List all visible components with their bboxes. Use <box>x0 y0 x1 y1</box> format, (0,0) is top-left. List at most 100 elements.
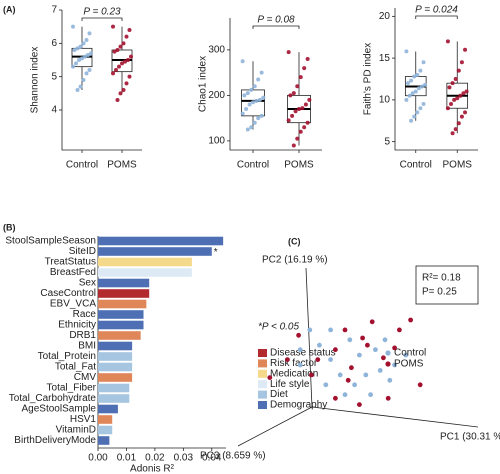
bar <box>98 362 133 372</box>
point <box>368 392 373 398</box>
category-label: SiteID <box>69 246 96 257</box>
point <box>456 121 461 126</box>
point <box>81 78 86 82</box>
x-tick-label: POMS <box>107 160 137 171</box>
legend-label: POMS <box>394 359 424 370</box>
point <box>412 114 417 119</box>
category-label: CMV <box>74 372 97 383</box>
point <box>74 61 78 66</box>
point <box>302 66 307 71</box>
point <box>240 111 245 116</box>
point <box>421 102 426 107</box>
legend-label: Medication <box>270 368 318 379</box>
bracket <box>81 17 123 21</box>
legend-marker <box>385 361 391 367</box>
point <box>409 78 414 83</box>
point <box>242 93 247 98</box>
point <box>254 98 259 103</box>
x-tick-label: 0.04 <box>202 453 222 464</box>
bar <box>98 268 192 277</box>
point <box>288 93 293 98</box>
y-axis-label: Faith's PD index <box>363 43 374 116</box>
point <box>124 34 129 39</box>
point <box>84 71 89 76</box>
point <box>256 116 261 121</box>
point <box>240 59 245 64</box>
point <box>114 68 118 72</box>
point <box>415 110 420 115</box>
y-tick-label: 5 <box>51 71 57 82</box>
x-tick-label: 0.03 <box>174 453 194 464</box>
point <box>387 377 393 383</box>
point <box>385 395 391 401</box>
point <box>291 143 296 148</box>
point <box>121 88 126 92</box>
point <box>89 51 93 56</box>
point <box>290 113 295 118</box>
point <box>456 68 461 73</box>
category-label: Total_Fiber <box>47 383 97 394</box>
point <box>417 382 423 388</box>
legend-swatch <box>258 349 267 357</box>
p-value: P = 0.024 <box>415 5 458 16</box>
point <box>392 362 397 368</box>
y-tick-label: 4 <box>51 105 57 116</box>
point <box>298 75 303 80</box>
point <box>259 70 264 75</box>
axis-line <box>61 10 142 151</box>
category-label: HSV1 <box>70 414 97 425</box>
point <box>286 50 291 55</box>
legend-label: Risk factor <box>270 358 318 369</box>
y-tick-label: 200 <box>208 90 225 101</box>
axis-pc1 <box>311 406 479 428</box>
point <box>303 102 308 107</box>
legend-label: Disease status <box>270 348 336 359</box>
point <box>419 84 424 89</box>
point <box>127 28 132 32</box>
bar <box>98 415 113 424</box>
category-label: EBV_VCA <box>50 299 96 310</box>
point <box>415 72 420 77</box>
point <box>459 60 464 65</box>
y-tick-label: 6 <box>51 38 57 49</box>
note: *P < 0.05 <box>258 322 299 333</box>
point <box>450 131 455 136</box>
bar <box>98 299 147 309</box>
x-tick-label: 0.02 <box>145 453 165 464</box>
category-label: BMI <box>78 341 96 352</box>
point <box>81 41 86 46</box>
bar <box>98 341 133 351</box>
legend-label: Demography <box>270 400 327 411</box>
point <box>463 110 468 115</box>
category-label: Sex <box>79 278 96 289</box>
point <box>416 86 421 91</box>
x-tick-label: Control <box>66 160 98 171</box>
bar <box>98 247 212 256</box>
x-axis-label: Adonis R² <box>130 464 175 474</box>
x-tick-label: POMS <box>443 160 473 171</box>
point <box>267 375 273 380</box>
point <box>71 64 75 69</box>
point <box>251 100 255 105</box>
axis-line <box>394 8 478 151</box>
point <box>300 106 305 111</box>
point <box>404 49 409 54</box>
point <box>397 327 402 333</box>
legend-label: Control <box>394 348 426 359</box>
x-tick-label: 0.01 <box>117 453 137 464</box>
point <box>357 352 362 358</box>
category-label: VitaminD <box>56 425 96 436</box>
point <box>423 82 428 87</box>
point <box>87 31 92 36</box>
point <box>464 89 469 94</box>
legend-swatch <box>258 380 267 389</box>
y-tick-label: 15 <box>379 53 391 64</box>
point <box>315 357 321 362</box>
point <box>249 125 254 130</box>
category-label: Total_Carbohydrate <box>9 393 97 404</box>
x-tick-label: Control <box>400 160 432 171</box>
point <box>75 88 80 92</box>
point <box>83 54 87 59</box>
point <box>407 93 412 98</box>
